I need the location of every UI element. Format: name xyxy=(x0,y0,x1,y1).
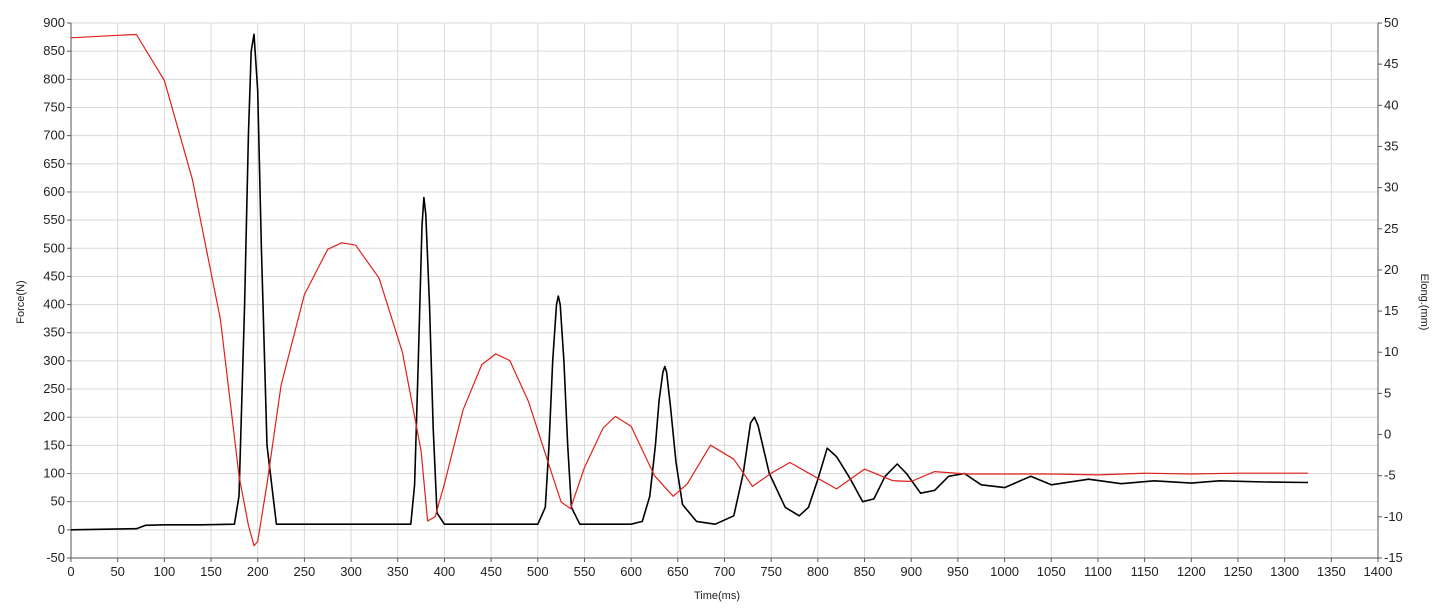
y-right-tick-label: 15 xyxy=(1384,303,1398,318)
y-left-tick-label: 150 xyxy=(43,437,65,452)
x-tick-label: 450 xyxy=(480,564,502,579)
x-tick-label: 700 xyxy=(714,564,736,579)
y-left-tick-labels: -50 0 50 100 150 200 250 300 350 400 450 500 550 600 6… xyxy=(43,15,71,565)
y-left-tick-label: 800 xyxy=(43,71,65,86)
x-tick-label: 550 xyxy=(574,564,596,579)
x-tick-label: 1050 xyxy=(1037,564,1066,579)
grid-lines xyxy=(70,22,1379,559)
x-tick-label: 800 xyxy=(807,564,829,579)
y-left-tick-label: 0 xyxy=(58,522,65,537)
x-tick-label: 400 xyxy=(434,564,456,579)
y-right-tick-label: 10 xyxy=(1384,344,1398,359)
y-left-tick-label: 50 xyxy=(51,494,65,509)
y-right-tick-label: 40 xyxy=(1384,97,1398,112)
x-tick-label: 150 xyxy=(200,564,222,579)
x-tick-label: 950 xyxy=(947,564,969,579)
x-tick-label: 1350 xyxy=(1317,564,1346,579)
y-left-tick-label: 550 xyxy=(43,212,65,227)
y-left-tick-label: 500 xyxy=(43,240,65,255)
y-left-tick-label: 850 xyxy=(43,43,65,58)
y-left-tick-label: 350 xyxy=(43,325,65,340)
y-left-tick-label: 100 xyxy=(43,466,65,481)
y-left-tick-label: 750 xyxy=(43,99,65,114)
y-right-tick-label: -15 xyxy=(1384,550,1403,565)
x-tick-label: 500 xyxy=(527,564,549,579)
x-tick-label: 50 xyxy=(110,564,124,579)
x-tick-label: 1150 xyxy=(1131,564,1159,579)
elongation-series-line xyxy=(70,33,1308,547)
y-right-axis-title: Elong.(mm) xyxy=(1418,274,1430,331)
x-tick-labels: 0 50 100 150 200 250 300 350 400 450 500 550 600 650 7… xyxy=(67,558,1392,579)
x-tick-label: 300 xyxy=(340,564,362,579)
y-left-tick-label: 300 xyxy=(43,353,65,368)
y-right-tick-label: 35 xyxy=(1384,138,1398,153)
x-tick-label: 250 xyxy=(294,564,316,579)
x-tick-label: 1250 xyxy=(1224,564,1253,579)
y-right-tick-labels: -15 -10 -5 0 5 10 15 20 25 30 35 40 45 50 xyxy=(1378,15,1403,565)
y-left-tick-label: 200 xyxy=(43,409,65,424)
x-tick-label: 650 xyxy=(667,564,689,579)
x-tick-label: 200 xyxy=(247,564,269,579)
x-tick-label: 850 xyxy=(854,564,876,579)
y-left-tick-label: -50 xyxy=(46,550,65,565)
y-left-tick-label: 900 xyxy=(43,15,65,30)
y-right-tick-label: 25 xyxy=(1384,221,1398,236)
y-left-tick-label: 450 xyxy=(43,268,65,283)
x-tick-label: 1100 xyxy=(1084,564,1112,579)
x-tick-label: 1400 xyxy=(1364,564,1393,579)
x-tick-label: 750 xyxy=(760,564,782,579)
x-tick-label: 900 xyxy=(900,564,922,579)
x-tick-label: 1300 xyxy=(1270,564,1299,579)
data-series xyxy=(70,33,1309,547)
x-tick-label: 1200 xyxy=(1177,564,1206,579)
y-right-tick-label: 45 xyxy=(1384,56,1398,71)
x-tick-label: 1000 xyxy=(990,564,1019,579)
x-tick-label: 0 xyxy=(67,564,74,579)
x-tick-label: 600 xyxy=(620,564,642,579)
y-left-tick-label: 250 xyxy=(43,381,65,396)
x-axis-title: Time(ms) xyxy=(694,590,740,602)
y-left-tick-label: 650 xyxy=(43,156,65,171)
y-right-tick-label: 50 xyxy=(1384,15,1398,30)
y-right-tick-label: 20 xyxy=(1384,262,1398,277)
y-right-tick-label: 30 xyxy=(1384,180,1398,195)
y-left-tick-label: 400 xyxy=(43,297,65,312)
y-right-tick-label: -5 xyxy=(1384,468,1396,483)
x-tick-label: 100 xyxy=(154,564,176,579)
y-right-tick-label: -10 xyxy=(1384,509,1403,524)
y-right-tick-label: 5 xyxy=(1384,385,1391,400)
x-tick-label: 350 xyxy=(387,564,409,579)
y-left-tick-label: 600 xyxy=(43,184,65,199)
y-right-tick-label: 0 xyxy=(1384,427,1391,442)
y-left-tick-label: 700 xyxy=(43,128,65,143)
y-left-axis-title: Force(N) xyxy=(15,280,27,323)
